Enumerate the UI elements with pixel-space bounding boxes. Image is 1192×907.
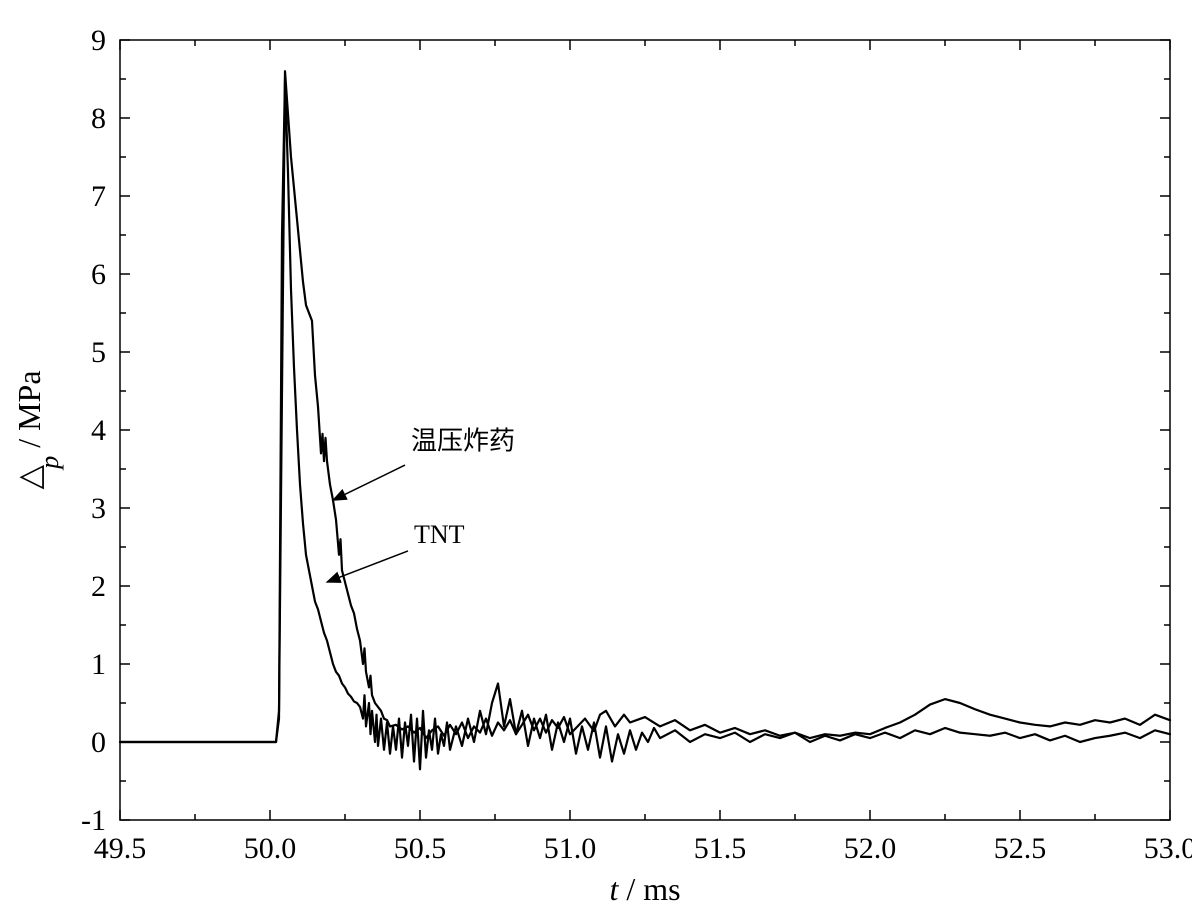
chart-svg: 49.550.050.551.051.552.052.553.0-1012345…: [0, 0, 1192, 907]
annotation-label-tnt_arrow: TNT: [414, 520, 465, 549]
x-tick-label: 51.0: [544, 832, 597, 865]
x-tick-label: 53.0: [1144, 832, 1192, 865]
y-tick-label: 4: [91, 414, 106, 447]
x-axis-label: t / ms: [609, 871, 680, 907]
x-tick-label: 52.5: [994, 832, 1047, 865]
y-tick-label: -1: [81, 804, 106, 837]
y-tick-label: 6: [91, 258, 106, 291]
pressure-time-chart: 49.550.050.551.051.552.052.553.0-1012345…: [0, 0, 1192, 907]
y-tick-label: 2: [91, 570, 106, 603]
y-tick-label: 9: [91, 24, 106, 57]
x-tick-label: 52.0: [844, 832, 897, 865]
x-tick-label: 50.0: [244, 832, 297, 865]
y-tick-label: 7: [91, 180, 106, 213]
y-tick-label: 5: [91, 336, 106, 369]
y-tick-label: 3: [91, 492, 106, 525]
x-tick-label: 51.5: [694, 832, 747, 865]
x-tick-label: 50.5: [394, 832, 447, 865]
y-tick-label: 0: [91, 726, 106, 759]
y-tick-label: 1: [91, 648, 106, 681]
annotation-label-thermobaric_arrow: 温压炸药: [411, 427, 515, 456]
y-tick-label: 8: [91, 102, 106, 135]
